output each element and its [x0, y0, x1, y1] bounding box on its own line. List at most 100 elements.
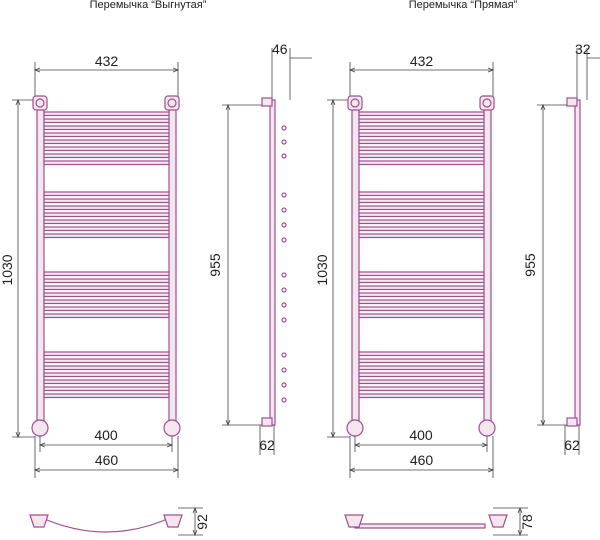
bar — [358, 351, 485, 357]
fitting — [479, 95, 495, 111]
side-rail — [269, 99, 276, 426]
bar — [358, 132, 485, 138]
dimension-label: 92 — [194, 514, 210, 530]
rail-right — [483, 102, 492, 429]
foot — [478, 419, 496, 437]
bottom-bar — [354, 523, 486, 529]
arrow — [540, 103, 546, 427]
bar — [43, 226, 170, 232]
bar-end — [281, 287, 287, 293]
bar — [43, 306, 170, 312]
arrow — [517, 506, 523, 537]
arrow — [33, 67, 180, 73]
arrow — [225, 103, 231, 427]
bar — [358, 219, 485, 225]
bar-end — [281, 192, 287, 198]
bar — [43, 191, 170, 197]
bar — [358, 233, 485, 239]
bar-end — [281, 237, 287, 243]
bar — [43, 351, 170, 357]
bar — [43, 146, 170, 152]
bar-end — [281, 352, 287, 358]
bar — [358, 306, 485, 312]
bar-end — [281, 125, 287, 131]
bar-end — [281, 222, 287, 228]
variant: Перемычка “Прямая” 432 1030 400 460 32 955 62 78 — [314, 0, 600, 537]
bar — [43, 299, 170, 305]
bar-end — [281, 302, 287, 308]
bar — [43, 365, 170, 371]
bar — [43, 372, 170, 378]
bottom-bar — [39, 516, 173, 533]
dimension-label: 78 — [519, 514, 535, 530]
bar — [358, 372, 485, 378]
bar — [43, 278, 170, 284]
bar — [43, 313, 170, 319]
fitting-ring — [350, 98, 360, 108]
dimension-label: Перемычка “Прямая” — [409, 0, 518, 11]
bar — [358, 358, 485, 364]
dimension-label: 400 — [94, 427, 118, 443]
fitting — [32, 95, 48, 111]
arrow — [348, 467, 495, 473]
bar-end — [281, 317, 287, 323]
bar — [43, 205, 170, 211]
bar — [43, 233, 170, 239]
fitting-ring — [167, 98, 177, 108]
bar — [43, 118, 170, 124]
bar — [358, 386, 485, 392]
dimension-label: 46 — [272, 41, 288, 57]
dimension-label: 460 — [410, 452, 434, 468]
dimension-label: 460 — [95, 452, 119, 468]
bar — [358, 313, 485, 319]
side-bracket — [261, 417, 273, 427]
bar — [43, 198, 170, 204]
bar — [43, 212, 170, 218]
bottom-fitting — [29, 514, 49, 528]
dimension-label: 62 — [259, 437, 275, 453]
bar — [358, 365, 485, 371]
bar — [358, 160, 485, 166]
bar — [358, 226, 485, 232]
variant: Перемычка “Выгнутая” 432 1030 400 460 46 955 62… — [0, 0, 312, 537]
bar — [358, 139, 485, 145]
arrow — [38, 442, 174, 448]
bar — [358, 271, 485, 277]
dimension-label: 62 — [564, 437, 580, 453]
bar — [358, 191, 485, 197]
side-bracket — [566, 97, 578, 107]
bar — [358, 285, 485, 291]
bar-end — [281, 139, 287, 145]
bar — [43, 379, 170, 385]
rail-left — [36, 102, 45, 429]
foot — [31, 419, 49, 437]
arrow — [192, 506, 198, 537]
rail-left — [351, 102, 360, 429]
bottom-fitting — [344, 514, 364, 528]
bar-end — [281, 367, 287, 373]
bar — [43, 153, 170, 159]
bottom-fitting — [488, 514, 508, 528]
dimension-label: 955 — [207, 253, 223, 277]
arrow — [353, 442, 489, 448]
bar — [358, 198, 485, 204]
bar — [43, 393, 170, 399]
bar — [358, 379, 485, 385]
dimension-label: Перемычка “Выгнутая” — [90, 0, 207, 11]
dimension-label: 1030 — [0, 254, 15, 285]
bar-end — [281, 397, 287, 403]
side-bracket — [566, 417, 578, 427]
bar — [43, 160, 170, 166]
dimension-label: 955 — [522, 253, 538, 277]
bar — [358, 111, 485, 117]
bar — [358, 393, 485, 399]
arrow — [348, 67, 495, 73]
dimension-label: 432 — [410, 53, 434, 69]
fitting-ring — [482, 98, 492, 108]
bar — [43, 386, 170, 392]
bar — [358, 153, 485, 159]
fitting — [347, 95, 363, 111]
bar — [43, 139, 170, 145]
bar — [358, 278, 485, 284]
